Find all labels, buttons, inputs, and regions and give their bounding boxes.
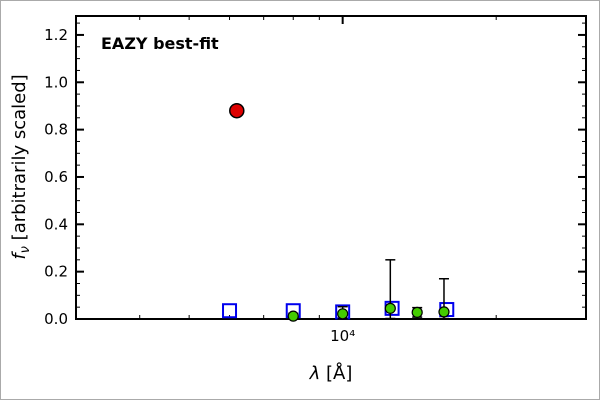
x-axis-label: λ [Å]	[309, 362, 353, 384]
best-fit-model-point-marker	[229, 102, 245, 119]
data-points-layer	[222, 102, 455, 322]
observed-photometry-marker	[337, 308, 349, 320]
y-tick-label: 1.2	[44, 26, 68, 44]
y-tick-label: 1.0	[44, 73, 68, 91]
plot-frame	[75, 15, 587, 320]
observed-photometry-marker	[287, 310, 299, 322]
annotation-eazy-best-fit: EAZY best-fit	[101, 34, 219, 53]
axes-frame-and-ticks: 0.0 0.2 0.4 0.6 0.8 1.0 1.2 10⁴	[44, 15, 587, 345]
observed-photometry-marker	[438, 306, 450, 318]
y-tick-label: 0.6	[44, 168, 68, 186]
y-tick-label: 0.2	[44, 263, 68, 281]
y-tick-label: 0.8	[44, 121, 68, 139]
observed-photometry-marker	[411, 306, 423, 318]
model-photometry-marker	[222, 303, 238, 319]
x-tick-label: 10⁴	[330, 327, 355, 345]
y-tick-label: 0.4	[44, 215, 68, 233]
y-axis-label: fν [arbitrarily scaled]	[9, 74, 33, 259]
y-tick-label: 0.0	[44, 310, 68, 328]
observed-photometry-marker	[384, 302, 396, 314]
